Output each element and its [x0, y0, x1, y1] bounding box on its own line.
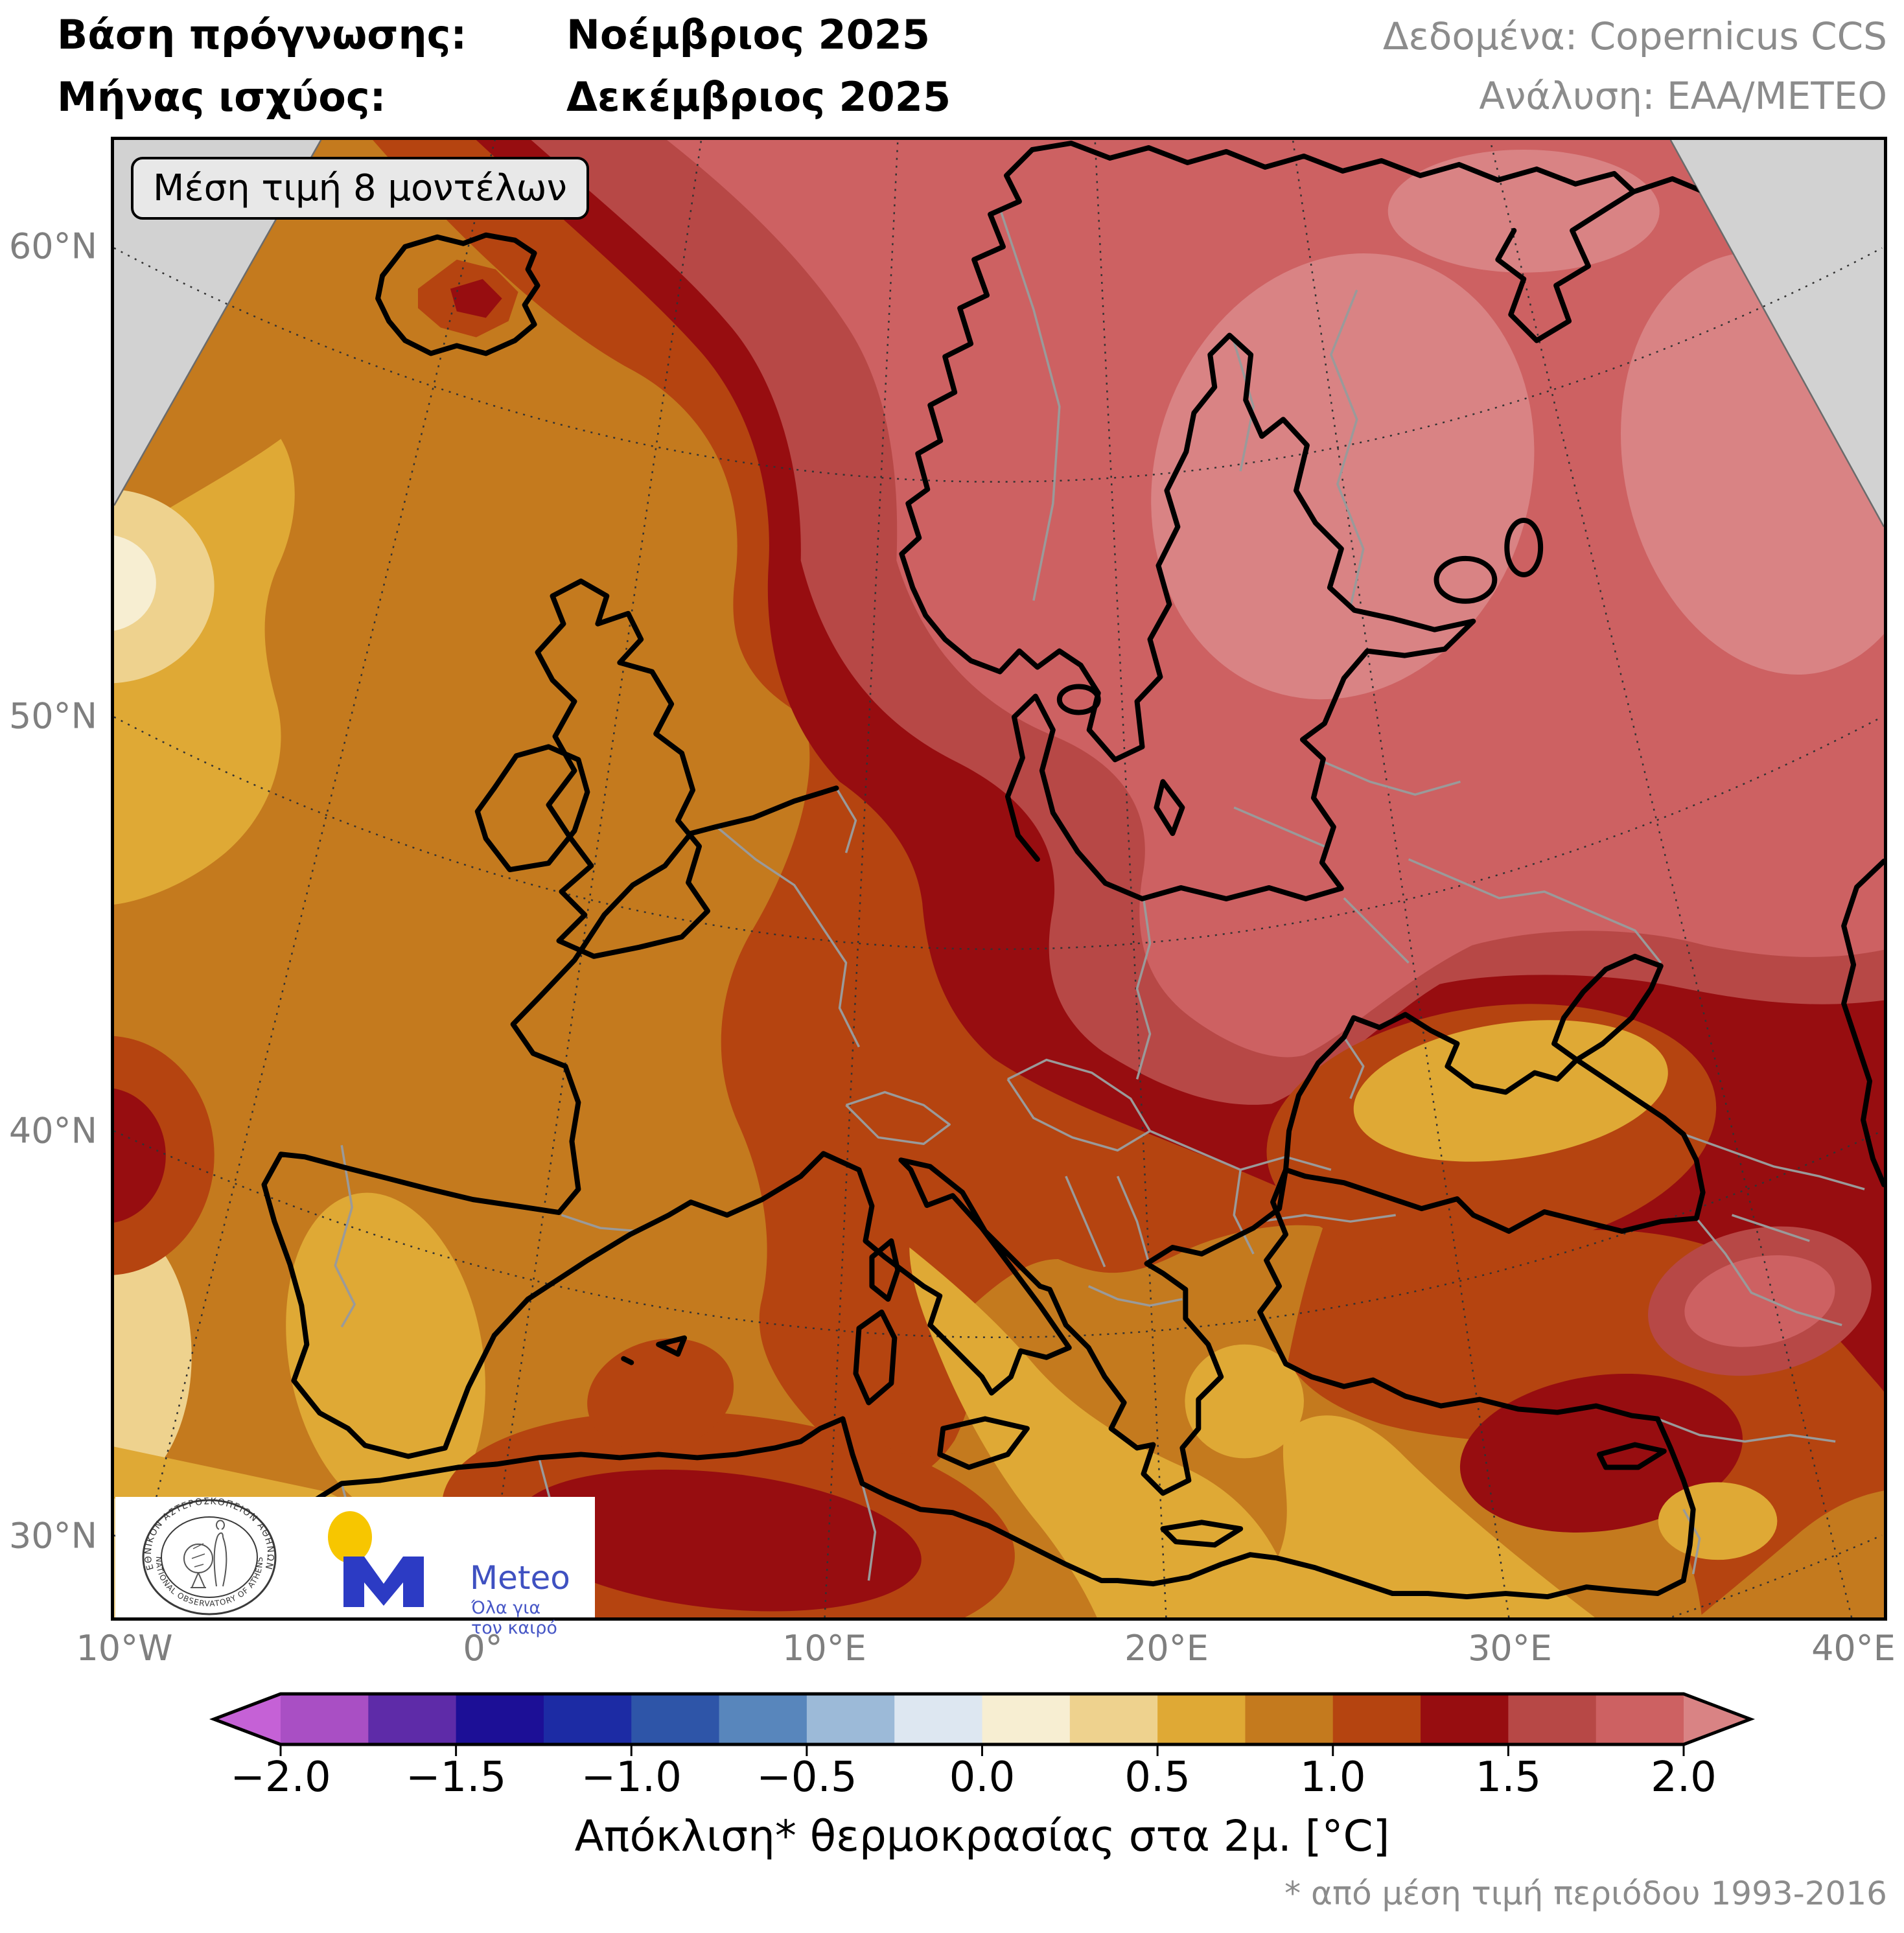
fill-gold-aegean: [1185, 1344, 1304, 1459]
fill-darkred-iceland: [450, 279, 502, 318]
colorbar-segment-15: [1596, 1694, 1684, 1744]
fill-palegold-atlantic: [114, 489, 215, 684]
data-source-text: Δεδομένα: Copernicus CCS: [1382, 14, 1887, 58]
colorbar-arrow-left: [214, 1694, 281, 1744]
baseline-footnote: * από μέση τιμή περιόδου 1993-2016: [1284, 1875, 1887, 1912]
fill-gold-syria: [1658, 1482, 1778, 1560]
europe-anomaly-map: [114, 140, 1884, 1617]
lon-label-30e: 30°E: [1468, 1628, 1552, 1669]
lon-label-10w: 10°W: [76, 1628, 173, 1669]
noa-seal-figure: [183, 1520, 227, 1588]
map-panel: Μέση τιμή 8 μοντέλων ΕΘΝΙΚΟΝ ΑΣΤΕΡΟΣΚΟΠΕ…: [111, 137, 1887, 1638]
lat-label-40n: 40°N: [8, 1110, 97, 1152]
fill-gold-portugal: [286, 1192, 485, 1520]
lon-label-40e: 40°E: [1811, 1628, 1896, 1669]
meteo-tagline: Όλα για τον καιρό: [471, 1598, 557, 1638]
colorbar-segment-2: [456, 1694, 544, 1744]
colorbar-arrow-right: [1684, 1694, 1750, 1744]
noa-seal: ΕΘΝΙΚΟΝ ΑΣΤΕΡΟΣΚΟΠΕΙΟΝ ΑΘΗΝΩΝ NATIONAL O…: [142, 1496, 277, 1615]
colorbar-segment-4: [631, 1694, 720, 1744]
colorbar-tick-label-1: −1.5: [405, 1754, 507, 1801]
valid-month-label: Μήνας ισχύος:: [57, 73, 386, 121]
colorbar-segment-8: [982, 1694, 1071, 1744]
fill-salmon-barents: [1387, 149, 1660, 273]
colorbar-segment-6: [806, 1694, 895, 1744]
colorbar-segment-14: [1508, 1694, 1597, 1744]
colorbar-segment-7: [894, 1694, 983, 1744]
coastlines: [245, 140, 1884, 1617]
meteo-tagline-line2: τον καιρό: [471, 1618, 557, 1638]
colorbar-tick-label-4: 0.0: [949, 1754, 1016, 1801]
fill-darkred-algeria: [516, 1469, 922, 1612]
lon-label-20e: 20°E: [1124, 1628, 1209, 1669]
noa-ring-text-english: NATIONAL OBSERVATORY OF ATHENS: [154, 1556, 264, 1608]
fill-gold-ionian-libya: [909, 1247, 1595, 1617]
meteo-yellow-dot: [328, 1511, 372, 1563]
analysis-text: Ανάλυση: ΕΑΑ/METEO: [1479, 74, 1887, 118]
fill-darkred-west-iberia-edge: [114, 1087, 166, 1224]
anomaly-fill-layers: [114, 140, 1884, 1617]
forecast-base-row: Βάση πρόγνωσης: Νοέμβριος 2025: [57, 4, 951, 66]
colorbar-tick-label-8: 2.0: [1651, 1754, 1717, 1801]
lon-label-10e: 10°E: [782, 1628, 866, 1669]
colorbar-tick-label-2: −1.0: [581, 1754, 682, 1801]
meteo-m-glyph: [343, 1557, 424, 1607]
colorbar-tick-label-3: −0.5: [756, 1754, 857, 1801]
colorbar-segment-13: [1421, 1694, 1509, 1744]
svg-text:NATIONAL OBSERVATORY OF ATHENS: NATIONAL OBSERVATORY OF ATHENS: [154, 1556, 264, 1608]
forecast-base-value: Νοέμβριος 2025: [566, 11, 931, 58]
valid-month-row: Μήνας ισχύος: Δεκέμβριος 2025: [57, 66, 951, 128]
fill-cream-atlantic: [114, 534, 156, 632]
colorbar-tick-label-0: −2.0: [230, 1754, 331, 1801]
fill-palegold-west-edge: [114, 1220, 192, 1492]
colorbar-segment-3: [543, 1694, 632, 1744]
colorbar-segment-9: [1069, 1694, 1158, 1744]
colorbar-segment-5: [719, 1694, 807, 1744]
meteo-wordmark: Meteo: [470, 1559, 570, 1597]
colorbar-segment-12: [1332, 1694, 1421, 1744]
model-mean-annotation: Μέση τιμή 8 μοντέλων: [131, 157, 589, 220]
meteo-tagline-line1: Όλα για: [471, 1598, 541, 1618]
fill-rust-alboran: [587, 1338, 734, 1452]
colorbar-segment-0: [281, 1694, 369, 1744]
title-block: Βάση πρόγνωσης: Νοέμβριος 2025 Μήνας ισχ…: [57, 4, 951, 128]
valid-month-value: Δεκέμβριος 2025: [566, 73, 951, 121]
colorbar-tick-label-5: 0.5: [1124, 1754, 1191, 1801]
colorbar-title: Απόκλιση* θερμοκρασίας στα 2μ. [°C]: [574, 1811, 1390, 1861]
lat-label-50n: 50°N: [8, 695, 97, 737]
source-block: Δεδομένα: Copernicus CCS Ανάλυση: ΕΑΑ/ME…: [1383, 6, 1887, 126]
fill-rust-west-iberia-edge: [114, 1036, 215, 1275]
fill-pink-armenia: [1684, 1255, 1835, 1347]
forecast-base-label: Βάση πρόγνωσης:: [57, 11, 467, 58]
colorbar: [209, 1692, 1756, 1756]
graticule: [114, 140, 1883, 1617]
logos-svg: ΕΘΝΙΚΟΝ ΑΣΤΕΡΟΣΚΟΠΕΙΟΝ ΑΘΗΝΩΝ NATIONAL O…: [142, 1496, 424, 1615]
lon-label-0: 0°: [463, 1628, 503, 1669]
colorbar-segment-10: [1157, 1694, 1246, 1744]
logo-box: ΕΘΝΙΚΟΝ ΑΣΤΕΡΟΣΚΟΠΕΙΟΝ ΑΘΗΝΩΝ NATIONAL O…: [115, 1496, 595, 1638]
colorbar-tick-label-7: 1.5: [1475, 1754, 1542, 1801]
meteo-logo: [328, 1511, 424, 1607]
colorbar-segment-11: [1245, 1694, 1334, 1744]
colorbar-segment-1: [368, 1694, 457, 1744]
colorbar-tick-label-6: 1.0: [1299, 1754, 1366, 1801]
lat-label-30n: 30°N: [8, 1515, 97, 1557]
colorbar-svg: [209, 1692, 1756, 1756]
lat-label-60n: 60°N: [8, 226, 97, 267]
